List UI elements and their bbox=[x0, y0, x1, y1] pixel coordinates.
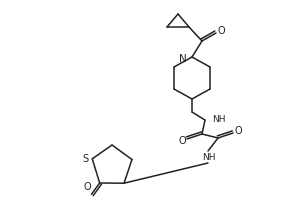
Text: S: S bbox=[82, 154, 88, 164]
Text: NH: NH bbox=[202, 152, 216, 162]
Text: O: O bbox=[234, 126, 242, 136]
Text: N: N bbox=[179, 54, 187, 64]
Text: O: O bbox=[84, 182, 91, 192]
Text: O: O bbox=[217, 26, 225, 36]
Text: NH: NH bbox=[212, 116, 226, 124]
Text: O: O bbox=[178, 136, 186, 146]
